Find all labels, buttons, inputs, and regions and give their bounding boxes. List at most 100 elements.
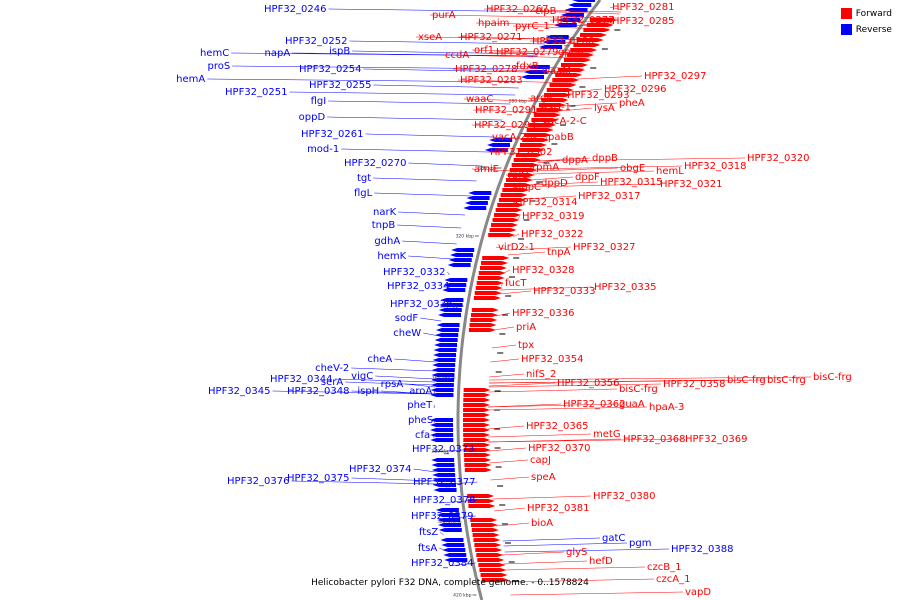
forward-gene-label-leader [488, 383, 662, 388]
forward-gene-arrow [474, 291, 502, 295]
forward-gene-label-leader [524, 195, 577, 200]
forward-gene-label: waaM [542, 66, 571, 77]
reverse-gene-arrow [430, 418, 453, 422]
forward-gene-arrow [531, 118, 559, 122]
forward-gene-arrow [479, 266, 507, 270]
reverse-gene-arrow [464, 201, 488, 205]
forward-gene-label-leader [489, 376, 812, 381]
forward-gene-label-leader [545, 136, 548, 141]
reverse-gene-label-leader [439, 547, 447, 552]
forward-gene-arrow [489, 228, 517, 232]
forward-gene-arrow [463, 438, 491, 442]
legend-label-reverse: Reverse [855, 24, 892, 35]
forward-gene-label-leader [507, 578, 655, 583]
forward-gene-arrow [473, 296, 501, 300]
reverse-gene-arrow [432, 478, 456, 482]
forward-gene-label-leader [510, 591, 684, 596]
forward-gene-label-leader [535, 165, 683, 170]
forward-gene-label: waaC [466, 94, 493, 105]
reverse-gene-label: HPF32_0345 [208, 386, 270, 397]
reverse-gene-label: tnpB [372, 220, 396, 231]
reverse-gene-label: HPF32_0376 [227, 476, 289, 487]
forward-gene-label: HPF32_0291 [475, 105, 537, 116]
reverse-gene-label: tgt [357, 173, 371, 184]
reverse-gene-arrow [438, 528, 462, 532]
reverse-gene-label: gdhA [374, 236, 400, 247]
forward-gene-label: HPF32_0365 [526, 421, 588, 432]
forward-gene-label-leader [532, 10, 620, 15]
forward-gene-label-leader [471, 124, 553, 129]
forward-gene-label-leader [500, 286, 593, 291]
forward-gene-label: priA [516, 322, 536, 333]
legend-swatch-reverse [840, 24, 852, 35]
reverse-gene-label: HPF32_0384 [411, 558, 473, 569]
forward-gene-label-leader [496, 522, 530, 527]
reverse-gene-arrow [431, 373, 455, 377]
forward-gene-arrow [481, 578, 509, 582]
backbone-arc [456, 0, 602, 600]
reverse-gene-label: aroA [409, 386, 432, 397]
forward-gene-arrow [564, 58, 592, 62]
forward-gene-arrow [494, 213, 522, 217]
forward-gene-label: orf1 [474, 45, 494, 56]
forward-gene-label: czcA_1 [656, 574, 690, 585]
forward-gene-label-leader [483, 8, 622, 13]
forward-gene-label-leader [564, 94, 568, 99]
forward-gene-label: xseA [418, 32, 442, 43]
forward-gene-label: purA [432, 10, 456, 21]
reverse-gene-label-leader [351, 367, 436, 372]
forward-gene-arrow [463, 428, 491, 432]
forward-gene-arrow [471, 528, 499, 532]
forward-gene-label-leader [555, 51, 593, 56]
forward-gene-label-leader [530, 176, 574, 181]
tick-label: 280 kbp [509, 99, 527, 105]
forward-gene-arrow [504, 183, 532, 187]
forward-gene-arrow [463, 413, 491, 417]
forward-gene-arrow [468, 328, 496, 332]
reverse-gene-label: pheS [408, 415, 433, 426]
forward-gene-label-leader [538, 157, 746, 162]
reverse-gene-arrow [435, 508, 459, 512]
forward-gene-label: HPF32_0302 [490, 147, 552, 158]
forward-gene-label-leader [457, 36, 602, 41]
forward-gene-arrow [511, 163, 539, 167]
forward-gene-arrow [505, 178, 533, 182]
forward-gene-label: HPF32_0335 [594, 282, 656, 293]
forward-gene-arrow [463, 423, 491, 427]
reverse-gene-label: HPF32_0348 [287, 386, 349, 397]
reverse-gene-label: flgL [354, 188, 373, 199]
forward-gene-label: vapD [685, 587, 711, 598]
forward-gene-arrow [478, 563, 506, 567]
reverse-gene-label-leader [397, 224, 462, 229]
forward-gene-label: bisC-frg [813, 372, 852, 383]
forward-gene-label-leader [463, 98, 566, 103]
tick-label: 300 kbp [478, 166, 496, 172]
forward-gene-label: bisC-frg [619, 384, 658, 395]
reverse-gene-arrow [447, 263, 471, 267]
reverse-gene-label: HPF32_0332 [383, 267, 445, 278]
forward-gene-arrow [463, 443, 491, 447]
forward-gene-label: fucT [505, 278, 527, 289]
forward-gene-label: HPF32_0294 [474, 120, 536, 131]
reverse-gene-label: HPF32_0378 [413, 495, 475, 506]
forward-gene-label: virD2-1 [498, 242, 535, 253]
forward-gene-label-leader [539, 120, 555, 125]
forward-gene-label: HPF32_0293 [567, 90, 629, 101]
forward-gene-arrow [479, 568, 507, 572]
reverse-gene-label: HPF32_0246 [264, 4, 326, 15]
forward-gene-label-leader [527, 97, 566, 102]
reverse-gene-label-leader [381, 390, 435, 395]
tick-label: 420 kbp [453, 593, 471, 599]
forward-gene-arrow [567, 53, 595, 57]
forward-gene-arrow [463, 418, 490, 422]
reverse-gene-label-leader [438, 499, 478, 504]
forward-gene-label: HPF32_0314 [515, 197, 577, 208]
reverse-gene-arrow [568, 3, 592, 7]
reverse-gene-arrow [435, 328, 459, 332]
forward-gene-arrow [473, 538, 501, 542]
forward-gene-label: HPF32_0296 [604, 84, 666, 95]
reverse-gene-arrow [444, 558, 468, 562]
forward-gene-label: HPF32_0322 [521, 229, 583, 240]
